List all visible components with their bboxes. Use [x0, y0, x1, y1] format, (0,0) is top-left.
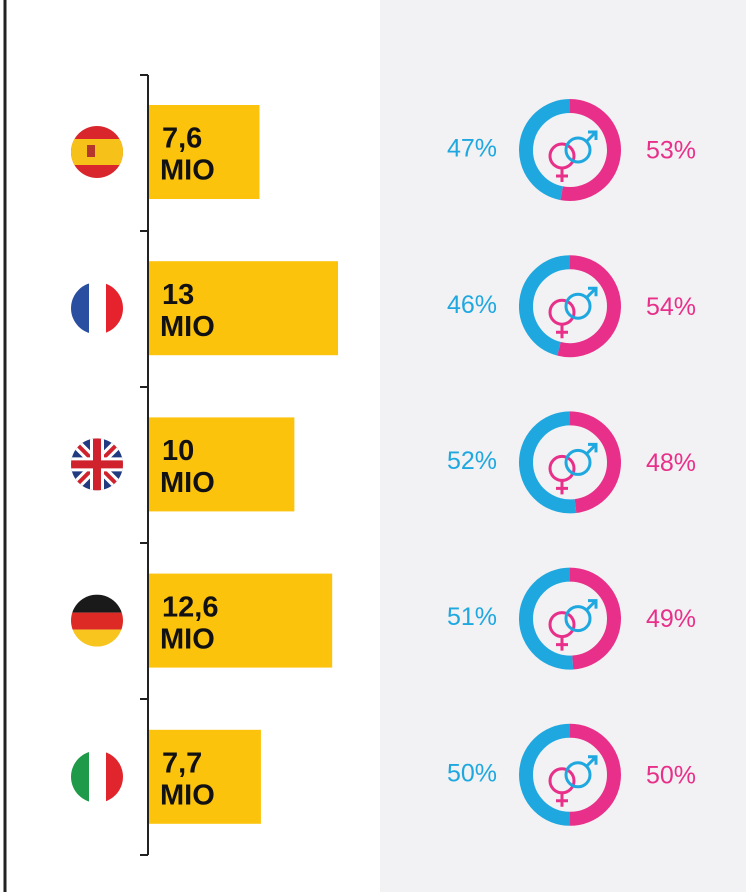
donut-segment	[569, 723, 621, 826]
male-symbol	[584, 442, 598, 456]
bar-value-label: 7,7	[162, 747, 202, 779]
bar-unit-label: MIO	[160, 623, 215, 655]
bar	[149, 729, 261, 824]
male-symbol	[564, 448, 592, 476]
bar-value-label: 13	[162, 279, 194, 311]
flag	[71, 126, 123, 178]
male-symbol	[584, 286, 598, 300]
flag-crest	[87, 145, 95, 157]
flag	[71, 282, 123, 335]
female-share-label: 52%	[447, 447, 497, 475]
male-share-label: 50%	[646, 761, 696, 789]
flag-stripe	[71, 594, 123, 613]
female-symbol	[556, 792, 568, 807]
bar-unit-label: MIO	[160, 155, 215, 187]
donut-segment	[560, 99, 621, 201]
female-symbol	[556, 636, 568, 651]
donut-segment	[519, 411, 577, 514]
flag	[71, 594, 123, 647]
flag-stripe	[71, 139, 123, 165]
male-symbol	[564, 761, 592, 789]
female-share-label: 51%	[447, 603, 497, 631]
male-symbol	[584, 599, 598, 612]
male-symbol	[564, 292, 592, 320]
male-symbol	[584, 130, 598, 144]
bar-unit-label: MIO	[160, 779, 215, 811]
bar	[149, 573, 333, 668]
flag	[71, 750, 123, 803]
male-symbol	[584, 755, 598, 768]
female-share-label: 50%	[447, 759, 497, 787]
bar-value-label: 7,6	[162, 123, 202, 155]
bar	[149, 261, 338, 356]
flag	[71, 438, 123, 491]
flag-stripe	[89, 750, 106, 803]
bar-value-label: 12,6	[162, 591, 218, 623]
bar-unit-label: MIO	[160, 311, 215, 343]
bar	[149, 417, 295, 512]
male-share-label: 53%	[646, 137, 696, 165]
male-share-label: 49%	[646, 605, 696, 633]
donut-segment	[519, 255, 571, 356]
male-share-label: 48%	[646, 449, 696, 477]
bar-value-label: 10	[162, 435, 194, 467]
flag-stripe	[71, 750, 89, 803]
male-share-label: 54%	[646, 293, 696, 321]
donut-segment	[519, 723, 571, 826]
right-panel	[380, 0, 746, 892]
flag-stripe	[71, 629, 123, 647]
donut-segment	[557, 255, 621, 358]
female-share-label: 46%	[447, 291, 497, 319]
flag-cross	[71, 438, 123, 491]
flag-stripe	[71, 282, 89, 335]
male-symbol	[564, 605, 592, 633]
donut-segment	[569, 411, 621, 513]
female-symbol	[556, 480, 568, 495]
donut-segment	[519, 567, 574, 670]
flag-stripe	[106, 750, 123, 803]
flag-stripe	[89, 282, 106, 335]
donut-segment	[569, 567, 621, 670]
male-symbol	[564, 136, 592, 164]
donut-segment	[519, 99, 571, 201]
flag-stripe	[71, 612, 123, 630]
bar	[149, 105, 260, 199]
bar-unit-label: MIO	[160, 467, 215, 499]
female-symbol	[556, 324, 568, 339]
female-symbol	[556, 168, 568, 182]
flag-stripe	[106, 282, 123, 335]
female-share-label: 47%	[447, 135, 497, 163]
